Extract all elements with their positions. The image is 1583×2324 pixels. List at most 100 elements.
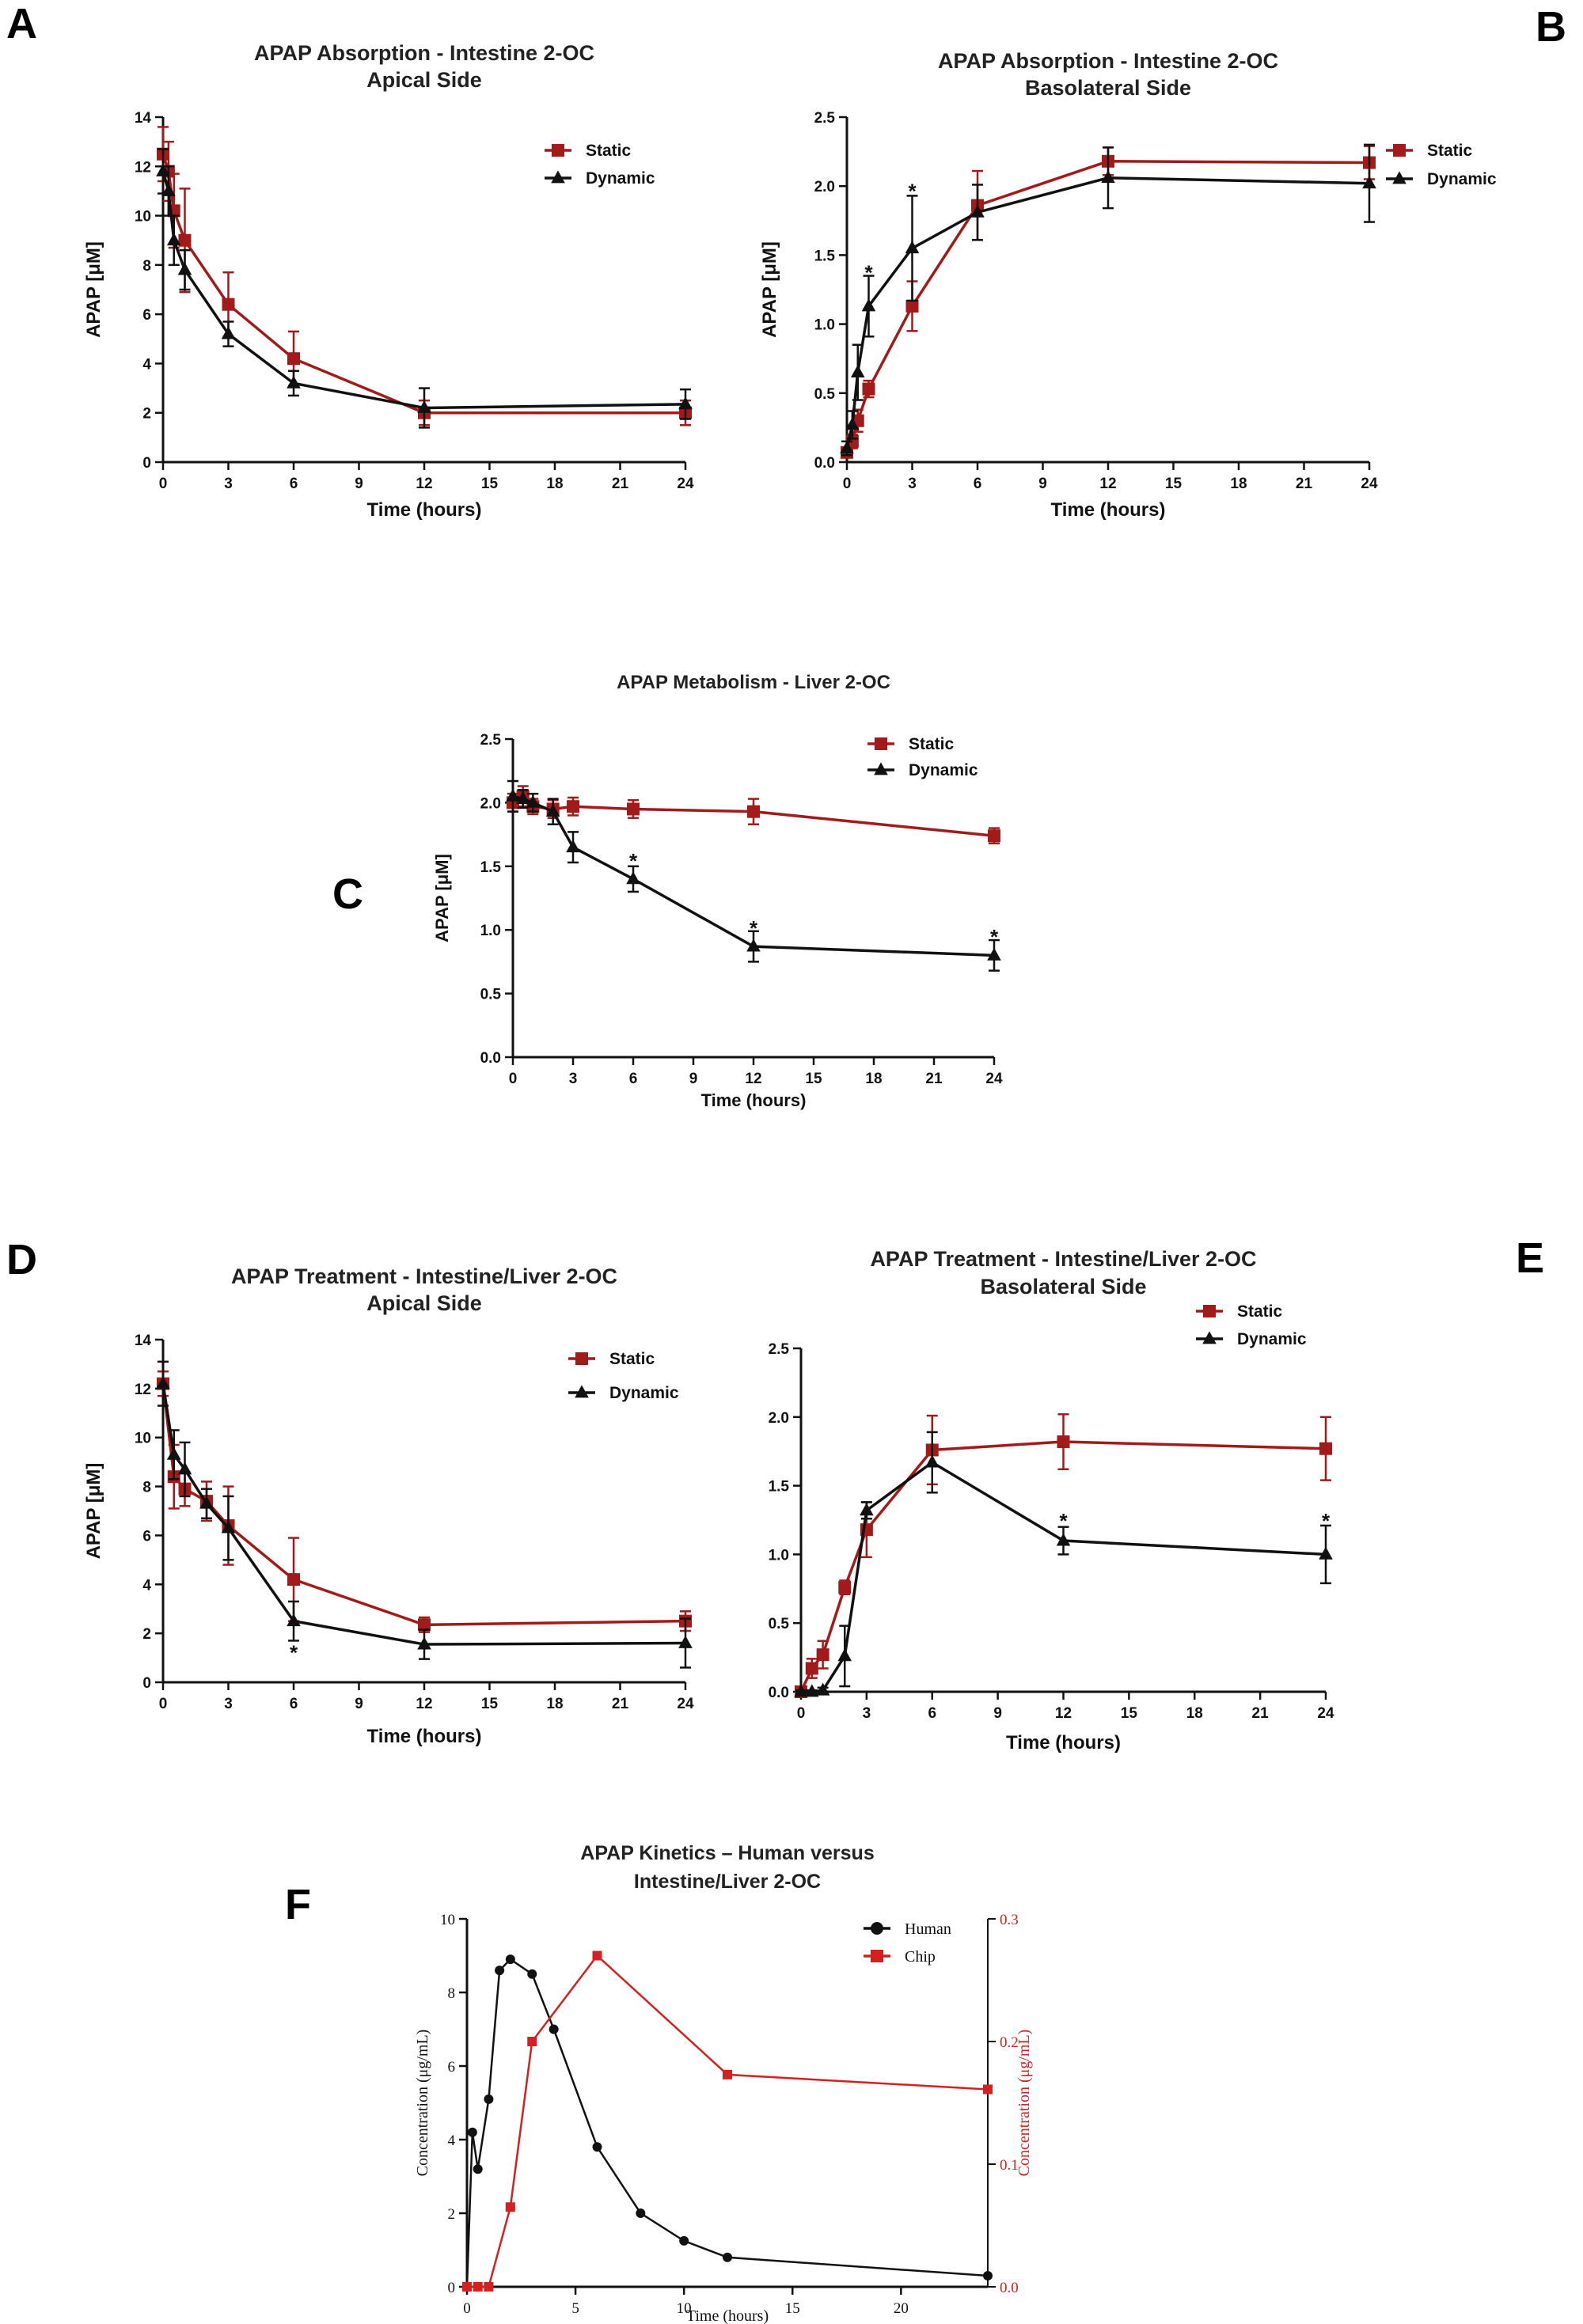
y-tick-label: 0.0 (769, 1685, 789, 1701)
legend-label: Dynamic (909, 761, 978, 779)
legend-label: Static (1427, 142, 1473, 160)
x-tick-label: 12 (416, 1696, 432, 1712)
data-point (678, 396, 693, 410)
data-point (526, 794, 541, 808)
data-point (636, 2208, 646, 2218)
x-tick-label: 15 (1121, 1705, 1138, 1722)
data-point (287, 1573, 300, 1587)
series-chip (462, 1951, 993, 2292)
y-tick-label: 2.5 (769, 1341, 790, 1358)
data-point (506, 788, 520, 802)
y-axis-label: APAP [μM] (759, 241, 780, 338)
data-point (166, 1446, 181, 1460)
x-axis-label: Time (hours) (686, 2307, 769, 2324)
data-point (467, 2127, 477, 2137)
series-line (161, 154, 685, 415)
panel-a: A APAP Absorption - Intestine 2-OC Apical … (6, 0, 694, 521)
y-right-tick-label: 0.1 (1000, 2157, 1019, 2174)
y-tick-label: 0.5 (769, 1616, 790, 1632)
panel-label: B (1536, 3, 1566, 51)
data-point (816, 1648, 829, 1662)
panel-b: B APAP Absorption - Intestine 2-OC Basolat… (759, 3, 1566, 521)
data-point (627, 802, 640, 816)
chart-title: APAP Absorption - Intestine 2-OC (254, 41, 594, 65)
y-tick-label: 2.0 (480, 795, 501, 812)
significance-star: * (750, 916, 758, 940)
x-tick-label: 15 (481, 476, 499, 492)
y-tick-label: 1.5 (769, 1479, 790, 1496)
x-tick-label: 6 (974, 476, 982, 492)
data-point (723, 2252, 732, 2262)
x-tick-label: 0 (159, 1696, 168, 1712)
data-point (905, 241, 920, 254)
series-line (801, 1460, 1327, 1693)
data-point (1362, 176, 1376, 189)
x-axis-label: Time (hours) (1006, 1732, 1121, 1753)
y-tick-label: 12 (135, 159, 151, 176)
y-tick-label: 14 (135, 1333, 152, 1349)
x-tick-label: 24 (985, 1071, 1003, 1087)
y-tick-label: 0 (448, 2280, 456, 2296)
y-tick-label: 0 (142, 1675, 151, 1692)
data-point (417, 1636, 431, 1650)
data-point (592, 2142, 602, 2152)
y-right-tick-label: 0.2 (1000, 2034, 1019, 2051)
data-point (566, 840, 580, 853)
significance-star: * (864, 260, 873, 284)
data-point (473, 2282, 483, 2292)
data-point (988, 829, 1000, 843)
y-tick-label: 4 (142, 356, 151, 373)
data-point (794, 1684, 808, 1697)
y-tick-label: 14 (135, 110, 152, 127)
x-tick-label: 18 (865, 1071, 882, 1087)
data-point (505, 2202, 515, 2212)
panel-label: D (6, 1236, 37, 1283)
x-axis-label: Time (hours) (1051, 499, 1166, 521)
y-right-tick-label: 0.3 (1000, 1912, 1019, 1928)
data-point (527, 2037, 537, 2046)
y-tick-label: 6 (448, 2059, 456, 2076)
legend-marker (874, 762, 888, 775)
x-tick-label: 20 (894, 2300, 909, 2317)
chart-title: APAP Absorption - Intestine 2-OC (938, 49, 1278, 73)
data-point (156, 1376, 170, 1389)
data-point (484, 2094, 494, 2104)
chart-title: APAP Kinetics – Human versus (580, 1842, 874, 1864)
x-tick-label: 0 (159, 476, 168, 492)
panel-label: C (332, 870, 363, 918)
series-static (795, 1413, 1332, 1698)
x-tick-label: 15 (805, 1071, 822, 1087)
legend-label: Human (905, 1920, 951, 1938)
legend-marker (1392, 171, 1406, 184)
data-point (156, 163, 170, 176)
legend-label: Dynamic (586, 169, 655, 188)
y-tick-label: 8 (142, 1480, 151, 1496)
x-tick-label: 9 (1038, 476, 1047, 492)
y-tick-label: 12 (135, 1382, 151, 1398)
x-tick-label: 21 (925, 1071, 943, 1087)
x-tick-label: 3 (224, 476, 233, 492)
y-tick-label: 10 (135, 209, 151, 226)
y-tick-label: 0 (142, 455, 151, 472)
chart-title: Basolateral Side (1025, 76, 1191, 100)
legend-label: Dynamic (1237, 1330, 1307, 1348)
series-static (507, 785, 1000, 845)
x-tick-label: 15 (1165, 476, 1183, 492)
x-tick-label: 24 (677, 476, 694, 492)
y-tick-label: 1.5 (814, 248, 836, 264)
data-point (840, 440, 854, 453)
y-tick-label: 2 (142, 1626, 151, 1643)
data-point (860, 1503, 874, 1516)
y-tick-label: 0.5 (814, 386, 836, 403)
x-tick-label: 6 (290, 1696, 298, 1712)
significance-star: * (629, 849, 638, 873)
data-point (567, 800, 579, 813)
x-tick-label: 18 (1186, 1705, 1203, 1722)
series-line (799, 1440, 1327, 1693)
legend-label: Chip (905, 1948, 936, 1966)
series-line (161, 1383, 686, 1646)
y-tick-label: 6 (142, 307, 151, 324)
series-dynamic (506, 779, 1001, 972)
chart-title: Intestine/Liver 2-OC (634, 1871, 821, 1893)
y-tick-label: 2 (448, 2206, 456, 2223)
